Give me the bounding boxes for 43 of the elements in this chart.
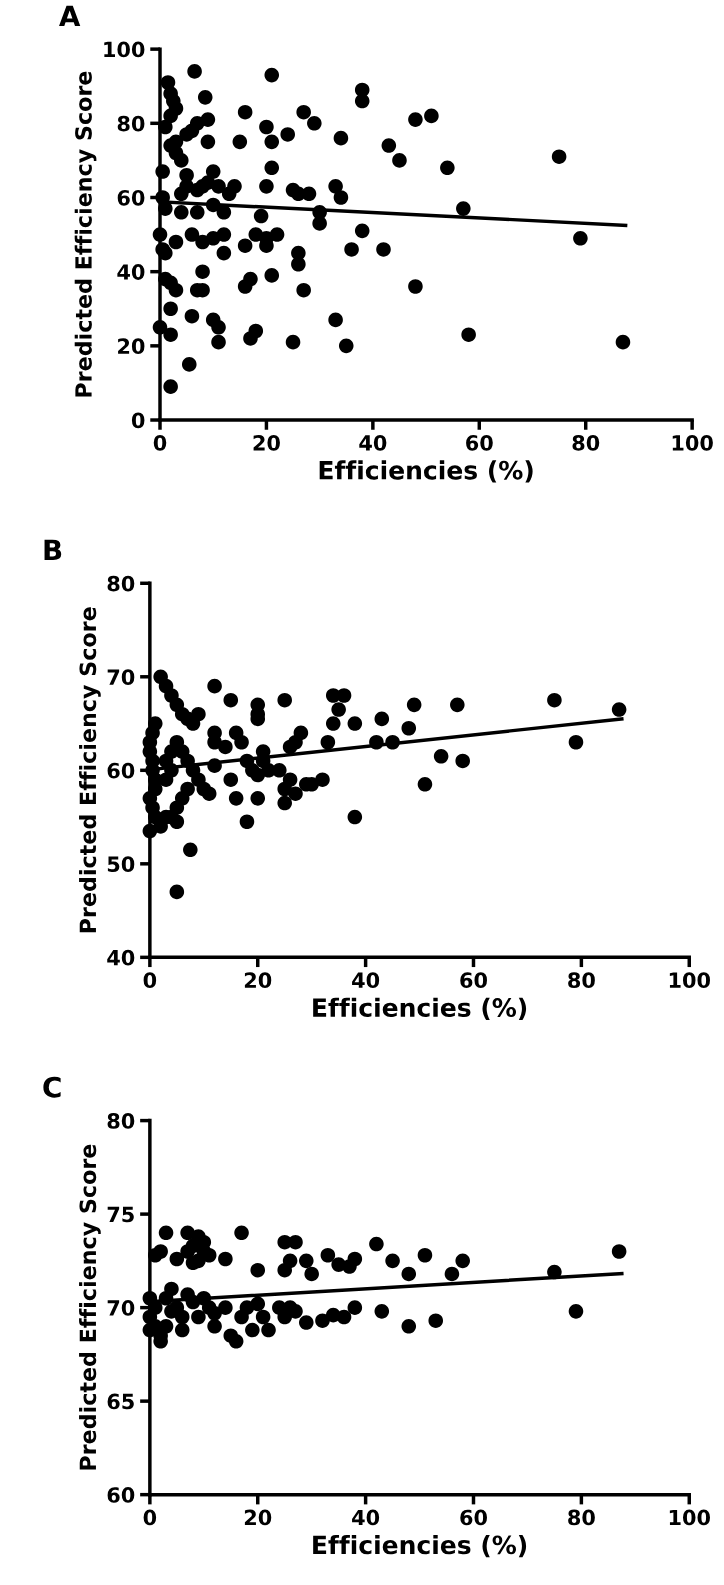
y-tick-label: 60 [107, 762, 135, 779]
x-axis-title: Efficiencies (%) [319, 460, 533, 483]
x-tick-label: 20 [244, 1509, 272, 1526]
y-tick-label: 40 [107, 949, 135, 966]
x-tick-label: 80 [568, 972, 595, 989]
x-tick-label: 80 [572, 434, 600, 451]
x-tick-label: 0 [143, 1509, 157, 1526]
y-tick-label: 60 [107, 1487, 135, 1503]
y-axis-title: Predicted Efficiency Score [79, 1144, 101, 1470]
y-tick-label: 100 [104, 41, 145, 58]
chart-title: A [59, 5, 81, 26]
x-axis-title: Efficiencies (%) [313, 1534, 527, 1558]
y-tick-label: 70 [107, 1300, 135, 1316]
y-tick-label: 40 [117, 264, 145, 280]
x-tick-label: 40 [359, 434, 387, 451]
chart-title: B [44, 539, 62, 560]
x-tick-label: 40 [352, 1509, 380, 1526]
y-tick-label: 70 [107, 669, 135, 686]
y-tick-label: 60 [117, 189, 145, 206]
y-axis-title: Predicted Efficiency Score [79, 607, 101, 933]
y-tick-label: 80 [107, 1113, 135, 1129]
x-tick-label: 100 [672, 434, 713, 451]
y-tick-label: 50 [107, 856, 135, 873]
chart-title: C [43, 1076, 61, 1098]
y-tick-label: 65 [107, 1393, 134, 1410]
x-tick-label: 0 [153, 434, 167, 451]
x-axis-title: Efficiencies (%) [313, 997, 527, 1020]
x-tick-label: 0 [143, 972, 157, 989]
y-tick-label: 0 [131, 412, 145, 429]
y-axis-title: Predicted Efficiency Score [74, 71, 97, 397]
x-tick-label: 40 [352, 972, 380, 989]
x-tick-label: 80 [568, 1509, 595, 1526]
x-tick-label: 20 [244, 972, 272, 989]
x-tick-label: 100 [669, 1509, 710, 1526]
x-tick-label: 60 [460, 1509, 487, 1526]
x-tick-label: 60 [460, 972, 487, 989]
x-tick-label: 60 [466, 434, 493, 451]
y-tick-label: 20 [118, 338, 145, 355]
y-tick-label: 80 [107, 575, 135, 592]
x-tick-label: 20 [253, 434, 280, 451]
x-tick-label: 100 [669, 972, 710, 989]
y-tick-label: 80 [117, 115, 145, 132]
y-tick-label: 75 [107, 1206, 134, 1223]
